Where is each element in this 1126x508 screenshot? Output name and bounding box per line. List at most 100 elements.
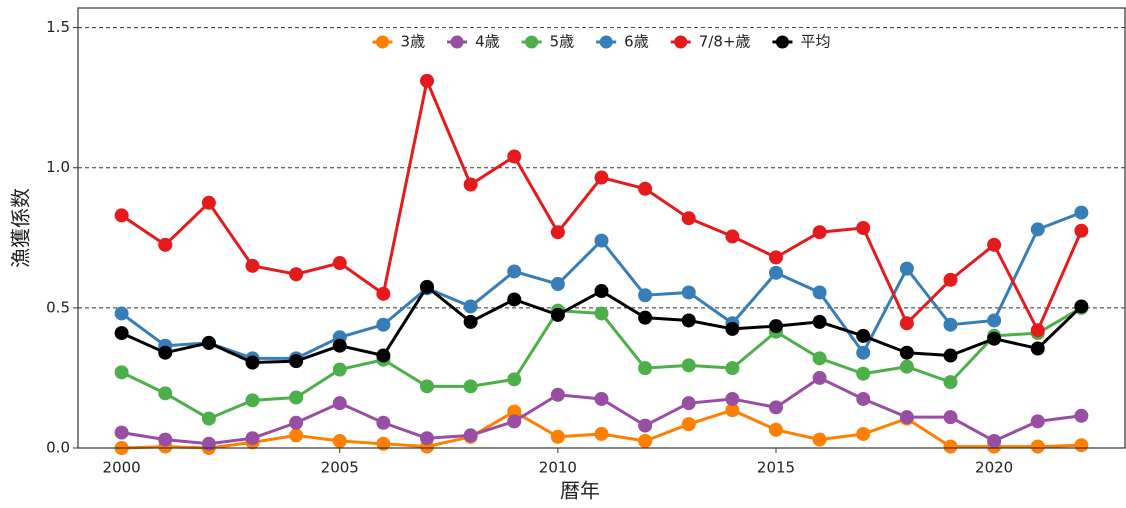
data-point [550,225,565,240]
data-point [812,432,827,447]
series-line [121,284,1083,365]
data-point [725,229,740,244]
data-point [943,348,958,363]
data-point [550,387,565,402]
legend-item: 3歳 [372,33,426,51]
data-point [507,292,522,307]
data-point [201,411,216,426]
data-point [769,319,783,334]
data-point [943,317,958,332]
data-point [463,379,478,394]
data-point [594,306,609,321]
data-point [201,335,216,350]
data-point [899,345,914,360]
data-point [943,410,958,425]
plot-frame [77,7,1126,449]
data-point [332,396,347,411]
data-point [114,306,129,321]
data-point [638,288,653,303]
data-point [158,432,173,447]
legend-marker [450,35,464,49]
data-point [681,313,696,328]
data-point [507,372,522,387]
legend-text: 3歳 [401,33,426,51]
x-tick-label: 2010 [539,459,577,477]
data-point [943,439,958,454]
data-point [1074,223,1089,238]
data-point [1074,438,1089,453]
data-point [899,316,914,331]
x-tick-label: 2000 [103,459,141,477]
data-point [856,366,871,381]
data-point [463,314,478,329]
data-point [245,431,260,446]
y-tick-label: 1.0 [46,158,70,176]
data-point [987,433,1002,448]
data-point [1030,414,1045,429]
data-point [812,314,827,329]
legend-text: 平均 [800,33,830,51]
data-point [812,285,827,300]
data-point [638,418,653,433]
data-point [376,436,391,451]
data-point [638,433,653,448]
data-point [594,426,609,441]
data-point [420,73,434,88]
data-point [856,345,871,360]
legend-marker [775,35,789,49]
legend: 3歳 4歳 5歳 6歳 7/8+歳 平均 [347,28,856,56]
data-point [943,375,958,390]
data-point [769,422,783,437]
y-tick-label: 0.5 [46,298,70,316]
data-point [332,338,347,353]
data-point [114,365,129,380]
data-point [507,149,522,164]
data-point [463,177,478,192]
data-point [856,328,871,343]
x-tick-label: 2005 [321,459,359,477]
data-point [1030,341,1045,356]
data-point [725,403,740,418]
data-point [856,391,871,406]
legend-text: 4歳 [475,33,500,51]
data-point [725,391,740,406]
y-tick-label: 1.5 [46,18,70,36]
legend-marker [525,35,539,49]
data-point [201,195,216,210]
data-point [987,331,1002,346]
data-point [507,414,522,429]
data-point [725,361,740,376]
y-tick-label: 0.0 [46,439,70,457]
legend-item: 6歳 [596,33,649,51]
data-point [899,359,914,374]
data-point [550,307,565,322]
data-point [114,425,129,440]
data-point [681,358,696,373]
data-point [158,237,173,252]
data-point [1074,205,1089,220]
data-point [376,317,391,332]
data-point [899,261,914,276]
data-point [769,400,783,415]
data-point [332,433,347,448]
data-point [856,426,871,441]
data-point [289,267,304,282]
data-point [594,170,609,185]
data-point [201,436,216,451]
data-point [420,279,434,294]
data-point [463,299,478,314]
legend-item: 5歳 [521,33,574,51]
data-point [245,355,260,370]
data-point [245,258,260,273]
data-point [158,345,173,360]
data-point [1030,323,1045,338]
data-point [289,415,304,430]
legend-item: 4歳 [447,33,500,51]
data-point [638,361,653,376]
data-point [507,404,522,419]
data-point [463,428,478,443]
data-point [158,386,173,401]
data-point [943,272,958,287]
data-point [681,396,696,411]
